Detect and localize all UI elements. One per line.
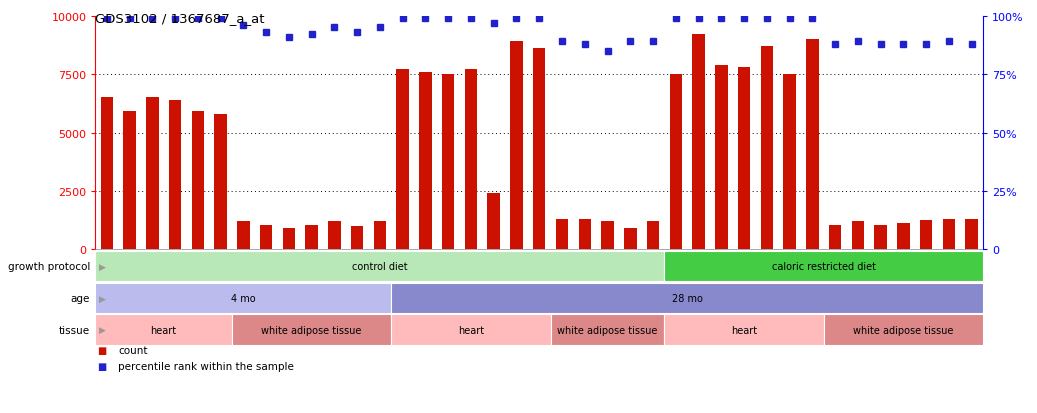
Text: ▶: ▶ [99,294,106,303]
Text: heart: heart [458,325,484,335]
Bar [738,68,751,250]
Bar [693,35,705,250]
Text: GDS3102 / 1367687_a_at: GDS3102 / 1367687_a_at [95,12,264,25]
Text: white adipose tissue: white adipose tissue [261,325,362,335]
Bar [169,100,181,250]
Bar [373,222,386,250]
Bar [465,70,477,250]
Text: heart: heart [731,325,757,335]
Text: 28 mo: 28 mo [672,293,703,303]
Bar [624,229,637,250]
Text: 4 mo: 4 mo [231,293,256,303]
Bar [237,222,250,250]
Text: white adipose tissue: white adipose tissue [557,325,657,335]
Text: ■: ■ [97,345,107,355]
Bar [305,225,318,250]
Text: caloric restricted diet: caloric restricted diet [772,261,876,271]
Bar [647,222,660,250]
Bar [829,225,841,250]
Bar [146,98,159,250]
Text: count: count [118,345,147,355]
Bar [965,220,978,250]
Text: age: age [71,293,90,303]
Bar [851,222,864,250]
Bar [123,112,136,250]
Bar [943,220,955,250]
Bar [601,222,614,250]
Bar [716,66,728,250]
Bar [510,42,523,250]
Bar [670,75,682,250]
Bar [897,223,909,250]
Text: ▶: ▶ [99,325,106,335]
Bar [101,98,113,250]
Bar [487,194,500,250]
Text: control diet: control diet [353,261,408,271]
Bar [351,226,363,250]
Bar [419,73,431,250]
Bar [396,70,409,250]
Bar [328,222,340,250]
Bar [192,112,204,250]
Bar [806,40,818,250]
Bar [556,220,568,250]
Text: ▶: ▶ [99,262,106,271]
Bar [783,75,795,250]
Text: ■: ■ [97,361,107,371]
Bar [533,49,545,250]
Bar [760,47,774,250]
Text: percentile rank within the sample: percentile rank within the sample [118,361,295,371]
Bar [920,221,932,250]
Bar [283,229,296,250]
Bar [579,220,591,250]
Bar [260,225,273,250]
Bar [442,75,454,250]
Text: tissue: tissue [59,325,90,335]
Text: growth protocol: growth protocol [8,261,90,271]
Bar [874,225,887,250]
Text: heart: heart [150,325,176,335]
Text: white adipose tissue: white adipose tissue [853,325,954,335]
Bar [215,114,227,250]
